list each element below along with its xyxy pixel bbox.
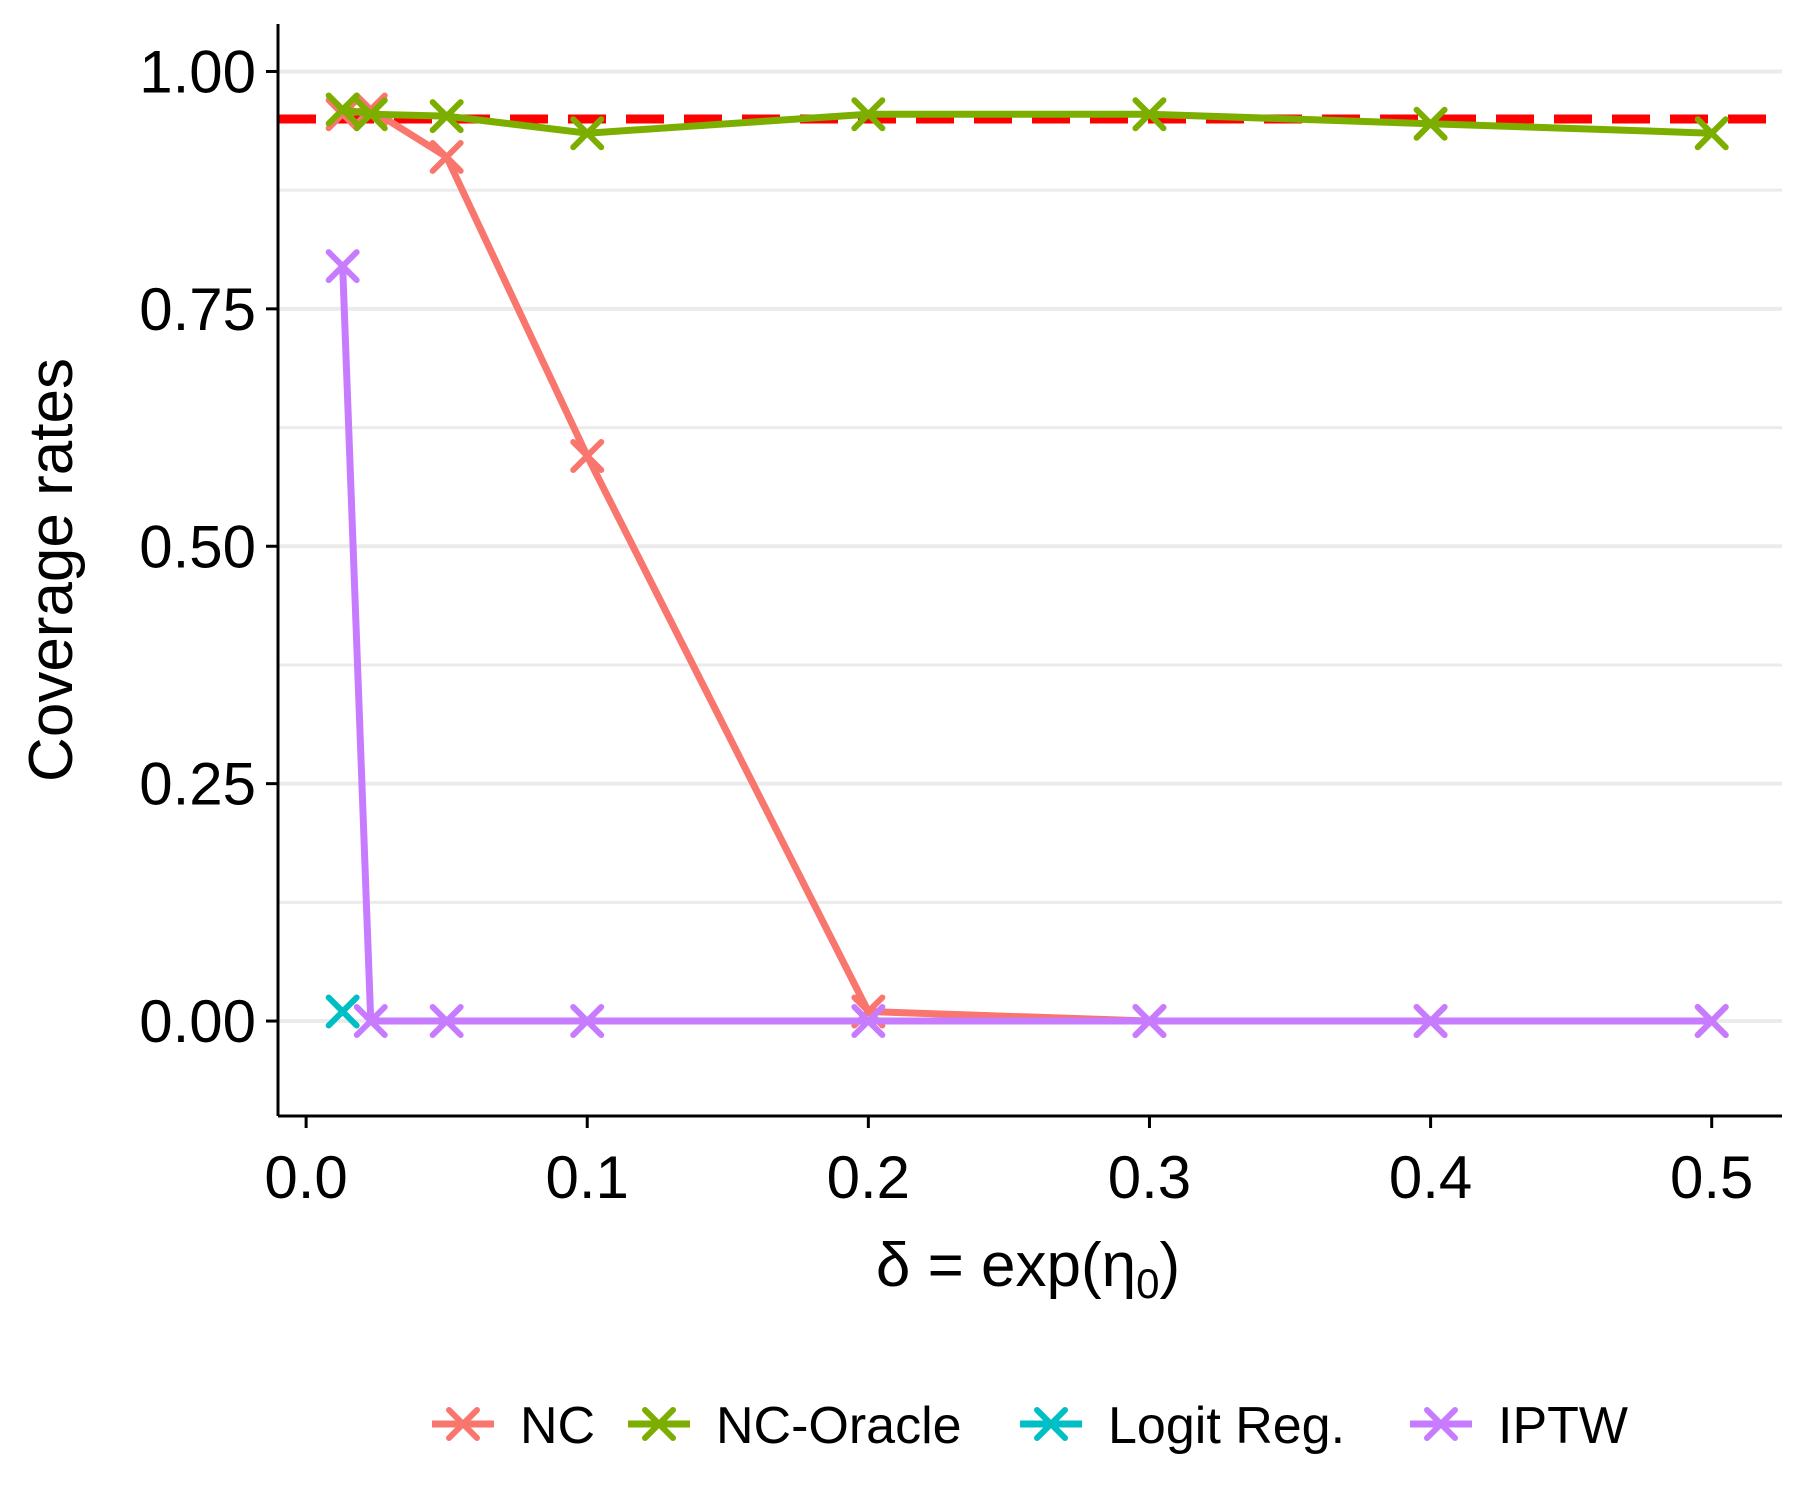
legend-entry-0: NC	[432, 1397, 595, 1455]
series-0-point-2	[429, 139, 464, 174]
x-tick-label-3: 0.3	[1108, 1144, 1191, 1211]
y-tick-label-4: 1.00	[139, 38, 256, 105]
series-3-point-7	[1694, 1004, 1729, 1039]
series-1-point-4	[851, 97, 886, 132]
x-tick-label-2: 0.2	[827, 1144, 910, 1211]
series-0-point-0	[325, 97, 360, 132]
series-1-point-7-stroke-b	[1694, 116, 1729, 151]
legend-entry-2: Logit Reg.	[1020, 1397, 1345, 1455]
legend-label-0: NC	[520, 1397, 595, 1455]
series-3-point-4	[851, 1004, 886, 1039]
series-1-point-6	[1413, 106, 1448, 141]
series-group	[325, 92, 1729, 1039]
legend-label-3: IPTW	[1498, 1397, 1628, 1455]
series-0	[325, 92, 1729, 1039]
series-0-point-3-stroke-b	[570, 439, 605, 474]
series-3	[325, 249, 1729, 1039]
series-1-point-2-stroke-b	[429, 99, 464, 134]
series-3-point-3	[570, 1004, 605, 1039]
series-2	[325, 994, 360, 1029]
series-3-point-6	[1413, 1004, 1448, 1039]
series-1	[325, 92, 1729, 151]
series-1-point-5	[1132, 97, 1167, 132]
grid-lines	[278, 69, 1782, 1024]
series-3-point-5	[1132, 1004, 1167, 1039]
series-1-point-3-stroke-b	[570, 116, 605, 151]
series-3-point-5-stroke-b	[1132, 1004, 1167, 1039]
legend-entry-1: NC-Oracle	[628, 1397, 962, 1455]
series-2-point-0	[325, 994, 360, 1029]
x-tick-label-4: 0.4	[1389, 1144, 1472, 1211]
series-0-point-3	[570, 439, 605, 474]
series-3-point-7-stroke-b	[1694, 1004, 1729, 1039]
series-3-point-0	[325, 249, 360, 284]
series-3-point-3-stroke-b	[570, 1004, 605, 1039]
legend-key-marker-1-stroke-b	[642, 1407, 676, 1441]
x-axis-title-main: δ = exp(η	[876, 1231, 1136, 1300]
series-1-point-4-stroke-b	[851, 97, 886, 132]
legend-key-marker-3-stroke-b	[1424, 1407, 1458, 1441]
series-1-point-0	[325, 92, 360, 127]
legend-label-2: Logit Reg.	[1108, 1397, 1345, 1455]
series-0-point-1	[353, 92, 388, 127]
x-axis-title: δ = exp(η0)	[876, 1231, 1180, 1307]
tick-labels: 0.00 0.25 0.50 0.75 1.00 0.0 0.1 0.2 0.3 0.4 0.5	[139, 38, 1753, 1211]
series-3-point-1	[353, 1004, 388, 1039]
series-3-line	[339, 266, 1712, 1025]
series-0-point-0-stroke-b	[325, 97, 360, 132]
series-1-point-3	[570, 116, 605, 151]
series-1-point-1-stroke-b	[353, 97, 388, 132]
series-3-point-6-stroke-b	[1413, 1004, 1448, 1039]
legend-key-marker-1	[642, 1407, 676, 1441]
legend-key-marker-3	[1424, 1407, 1458, 1441]
x-axis-title-subscript: 0	[1136, 1260, 1159, 1307]
legend-key-marker-2-stroke-b	[1034, 1407, 1068, 1441]
series-1-point-2	[429, 99, 464, 134]
y-axis-title: Coverage rates	[17, 358, 86, 782]
series-1-point-7	[1694, 116, 1729, 151]
y-tick-label-3: 0.75	[139, 276, 256, 343]
x-tick-label-0: 0.0	[264, 1144, 347, 1211]
series-3-point-2-stroke-b	[429, 1004, 464, 1039]
series-1-line	[342, 106, 1712, 137]
series-0-line	[342, 105, 1712, 1025]
series-3-point-0-stroke-b	[325, 249, 360, 284]
series-1-point-6-stroke-b	[1413, 106, 1448, 141]
y-tick-label-0: 0.00	[139, 988, 256, 1055]
series-3-point-2	[429, 1004, 464, 1039]
x-axis-title-close: )	[1159, 1231, 1180, 1300]
series-1-point-1	[353, 97, 388, 132]
series-2-point-0-stroke-b	[325, 994, 360, 1029]
legend-key-marker-0	[446, 1407, 480, 1441]
series-3-point-4-stroke-b	[851, 1004, 886, 1039]
x-tick-label-5: 0.5	[1670, 1144, 1753, 1211]
x-tick-label-1: 0.1	[546, 1144, 629, 1211]
legend-key-marker-0-stroke-b	[446, 1407, 480, 1441]
legend: NC NC-Oracle Logit Reg. IPTW	[432, 1397, 1628, 1455]
series-0-point-2-stroke-b	[429, 139, 464, 174]
legend-key-marker-2	[1034, 1407, 1068, 1441]
y-tick-label-1: 0.25	[139, 751, 256, 818]
series-1-point-0-stroke-b	[325, 92, 360, 127]
series-1-point-5-stroke-b	[1132, 97, 1167, 132]
series-3-point-1-stroke-b	[353, 1004, 388, 1039]
axes	[276, 24, 1782, 1118]
y-tick-label-2: 0.50	[139, 513, 256, 580]
legend-entry-3: IPTW	[1410, 1397, 1628, 1455]
series-0-point-1-stroke-b	[353, 92, 388, 127]
legend-label-1: NC-Oracle	[716, 1397, 962, 1455]
